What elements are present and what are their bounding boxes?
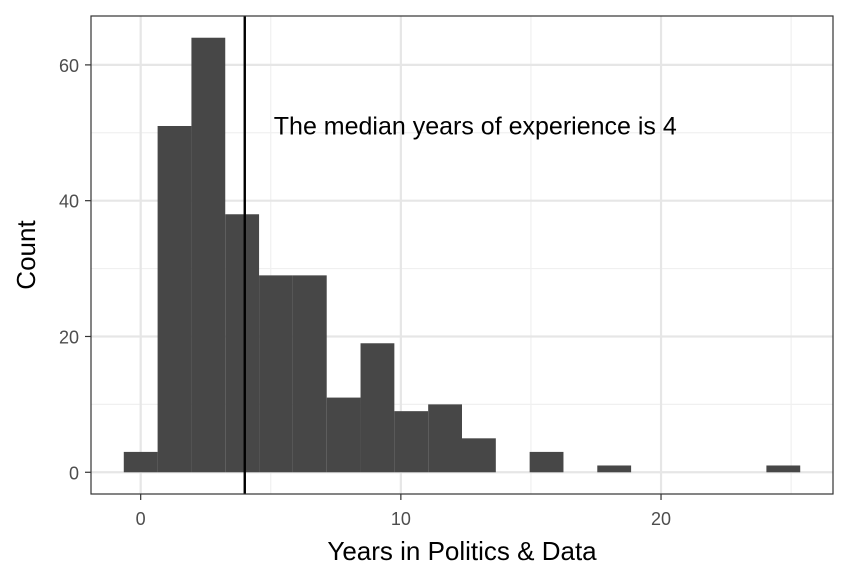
histogram-bar (225, 214, 260, 473)
y-tick-label: 60 (59, 56, 79, 76)
histogram-bar (123, 451, 158, 473)
x-tick-label: 10 (391, 509, 411, 529)
histogram-bar (191, 37, 226, 473)
y-tick-label: 40 (59, 192, 79, 212)
y-tick-label: 0 (69, 463, 79, 483)
x-tick-label: 20 (651, 509, 671, 529)
y-axis-title: Count (11, 220, 41, 290)
x-axis-title: Years in Politics & Data (327, 536, 597, 566)
histogram-bar (259, 275, 293, 473)
histogram-bar (326, 397, 361, 473)
histogram-bar (360, 343, 395, 473)
histogram-bar (462, 438, 496, 473)
histogram-bar (529, 451, 564, 473)
median-annotation: The median years of experience is 4 (274, 113, 677, 141)
x-tick-label: 0 (136, 509, 146, 529)
y-tick-label: 20 (59, 327, 79, 347)
histogram-bar (597, 465, 632, 473)
histogram-bar (428, 404, 462, 473)
panel-border (90, 15, 834, 495)
histogram-bar (292, 275, 327, 473)
histogram-bar (766, 465, 801, 473)
histogram-bars (123, 37, 801, 473)
axis-ticks: 0 10 20 0 20 40 60 (59, 56, 671, 529)
histogram-bar (157, 125, 192, 473)
histogram-bar (394, 411, 429, 473)
